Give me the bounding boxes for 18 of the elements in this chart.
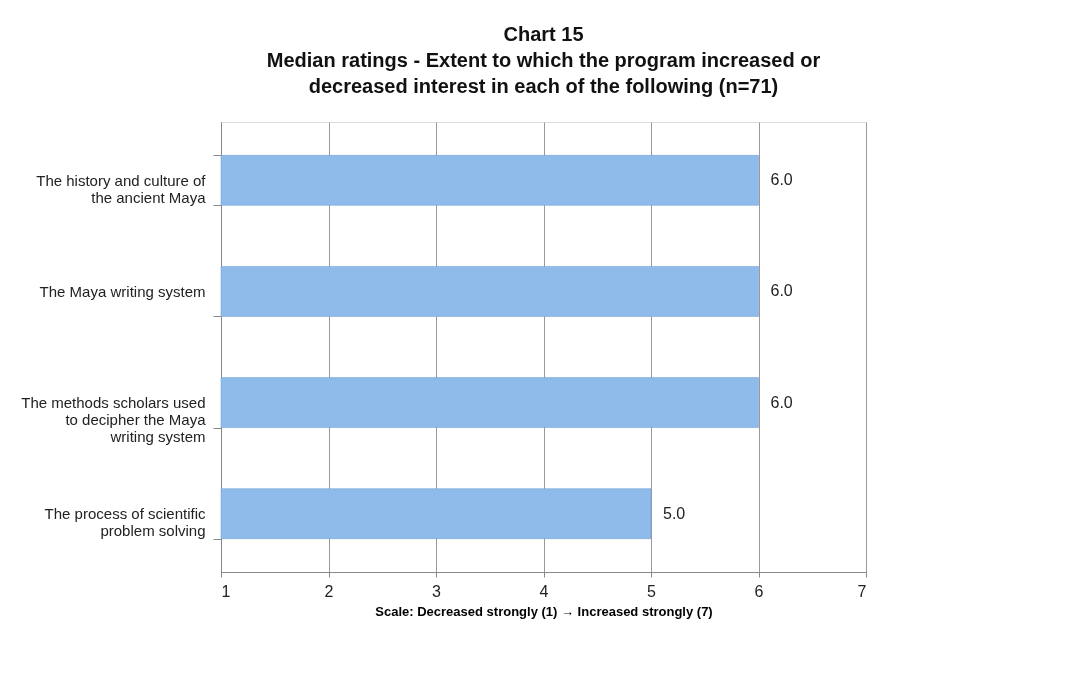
data-label: 6.0: [770, 171, 793, 189]
x-tick-label: 4: [539, 582, 549, 600]
y-tick-label: The methods scholars used to decipher the Maya writing system: [21, 394, 207, 446]
y-tick-label: The process of scientific problem solving: [44, 505, 206, 540]
x-tick-label: 2: [324, 582, 334, 600]
x-axis-title: Scale: Decreased strongly (1) → Increased strongly (7): [375, 603, 713, 619]
data-label: 5.0: [663, 504, 686, 522]
chart-subtitle: Median ratings - Extent to which the program increased or decreased interest in each of the following (n=71): [266, 49, 821, 97]
chart-title: Chart 15: [503, 23, 584, 45]
x-tick-label: 6: [754, 582, 764, 600]
x-tick-label: 3: [432, 582, 442, 600]
x-tick-label: 5: [647, 582, 657, 600]
data-label: 6.0: [770, 282, 793, 300]
y-tick-label: The history and culture of the ancient Maya: [36, 171, 207, 206]
x-tick-label: 7: [857, 582, 867, 600]
data-label: 6.0: [770, 393, 793, 411]
y-tick-label: The Maya writing system: [39, 282, 206, 300]
x-tick-label: 1: [221, 582, 231, 600]
